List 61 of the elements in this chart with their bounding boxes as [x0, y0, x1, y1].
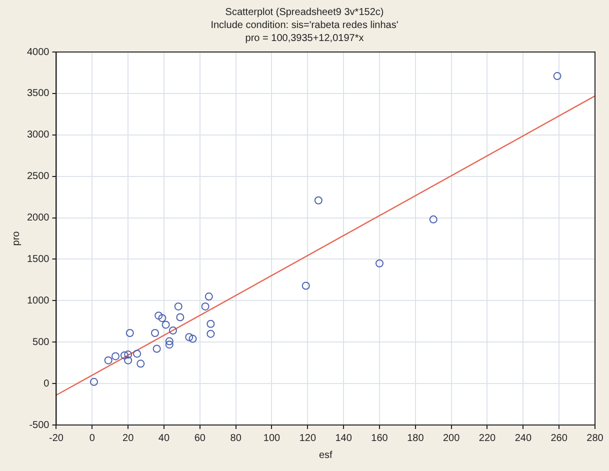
- x-tick-label: 260: [550, 432, 568, 444]
- x-tick-label: 200: [442, 432, 460, 444]
- point: [136, 360, 145, 368]
- point: [151, 328, 160, 337]
- point: [158, 314, 166, 322]
- point: [314, 196, 322, 204]
- point: [201, 302, 210, 310]
- point: [206, 320, 215, 328]
- x-tick-label: 240: [514, 432, 532, 444]
- y-tick-label: 3000: [26, 130, 50, 141]
- x-tick-label: 140: [335, 432, 352, 444]
- y-tick-label: 1500: [26, 254, 50, 265]
- y-axis-title: pro: [10, 230, 22, 246]
- point: [204, 292, 213, 301]
- point: [104, 356, 112, 364]
- point: [90, 378, 98, 386]
- point: [165, 337, 174, 346]
- point: [185, 333, 194, 342]
- text: pro = 100,3935+12,0197*x: [244, 32, 365, 45]
- chart-title: Scatterplot (Spreadsheet9 3v*152c): [224, 6, 385, 19]
- x-tick-label: 80: [230, 432, 242, 444]
- x-tick-label: 180: [407, 432, 424, 444]
- x-tick-label: 20: [122, 432, 134, 444]
- point: [302, 282, 310, 290]
- y-tick-label: 0: [44, 378, 50, 390]
- y-tick-label: 4000: [26, 46, 50, 58]
- point: [188, 334, 197, 343]
- point: [120, 351, 128, 360]
- point: [553, 72, 562, 80]
- point: [124, 350, 132, 359]
- y-tick-label: 500: [32, 336, 50, 348]
- y-tick-label: 1000: [26, 295, 50, 306]
- chart-subtitle: Include condition: sis='rabeta redes linhas': [210, 19, 400, 32]
- point: [165, 340, 174, 349]
- x-tick-label: -20: [49, 432, 64, 444]
- point: [206, 330, 215, 338]
- x-tick-label: 0: [89, 432, 96, 444]
- point: [126, 328, 134, 337]
- x-tick-label: 40: [158, 432, 170, 444]
- x-tick-label: 60: [194, 432, 206, 444]
- point: [429, 215, 438, 224]
- y-tick-label: -500: [29, 420, 50, 431]
- x-tick-label: 280: [586, 432, 604, 444]
- x-tick-label: 100: [263, 432, 281, 444]
- point: [176, 313, 184, 322]
- x-tick-label: 160: [371, 432, 388, 444]
- point: [154, 312, 163, 320]
- point: [376, 259, 384, 268]
- y-tick-label: 3500: [26, 88, 50, 100]
- x-axis-title: esf: [318, 450, 333, 461]
- point: [133, 350, 142, 358]
- point: [152, 344, 161, 353]
- y-tick-label: 2000: [26, 212, 50, 224]
- point: [162, 320, 170, 329]
- y-tick-label: 2500: [26, 171, 50, 182]
- point: [112, 352, 120, 360]
- point: [174, 302, 182, 310]
- point: [168, 326, 177, 335]
- x-tick-label: 120: [299, 432, 316, 444]
- point: [124, 356, 132, 364]
- x-tick-label: 220: [478, 432, 496, 444]
